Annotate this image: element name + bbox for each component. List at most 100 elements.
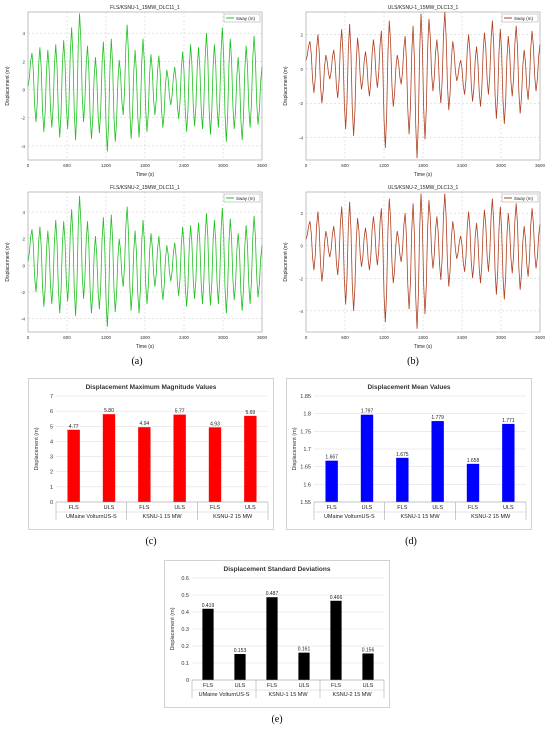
bar <box>360 414 374 502</box>
legend-box <box>501 193 539 203</box>
data-label: 1.675 <box>396 452 409 458</box>
timeseries-chart: -4 -2 0 2 4 0 600 1200 1800 2400 3000 3600 FLS/KSNU-… <box>5 185 268 350</box>
y-tick-label: 4 <box>50 439 53 445</box>
x-tick-label: 1200 <box>379 335 390 340</box>
category-label: ULS <box>503 505 514 511</box>
y-axis-label: Displacement (m) <box>292 427 298 470</box>
chart-title: Displacement Mean Values <box>367 384 450 391</box>
y-tick-label: 1.75 <box>300 429 311 435</box>
y-tick-label: 2 <box>22 237 25 242</box>
category-label: FLS <box>203 683 213 689</box>
y-tick-label: 1.8 <box>303 412 311 418</box>
y-tick-label: -4 <box>299 136 303 141</box>
bar <box>202 608 214 680</box>
y-tick-label: 0.3 <box>181 627 189 633</box>
caption-d: (d) <box>405 536 417 547</box>
y-tick-label: -4 <box>299 309 303 314</box>
bar <box>244 415 257 502</box>
data-label: 1.771 <box>502 418 515 424</box>
legend-label: Sway (m) <box>236 196 256 201</box>
timeseries-panel-uls-ksnu1: -4 -2 0 2 0 600 1200 1800 2400 3000 3600 ULS/KSNU-1… <box>280 2 548 180</box>
x-axis-label: Time (s) <box>414 172 432 178</box>
x-tick-label: 2400 <box>457 163 468 168</box>
data-label: 0.156 <box>362 647 375 653</box>
category-label: ULS <box>104 505 115 511</box>
x-tick-label: 0 <box>305 335 308 340</box>
x-tick-label: 600 <box>341 335 349 340</box>
x-tick-label: 2400 <box>179 335 190 340</box>
category-label: ULS <box>245 505 256 511</box>
y-tick-label: 4 <box>22 31 25 36</box>
bar <box>431 421 444 502</box>
y-tick-label: 2 <box>300 32 303 37</box>
category-label: FLS <box>267 683 277 689</box>
x-tick-label: 600 <box>63 335 71 340</box>
y-tick-label: 0.5 <box>181 593 189 599</box>
y-axis-label: Displacement (m) <box>5 242 11 282</box>
legend-box <box>501 13 539 23</box>
bar <box>208 427 222 502</box>
y-tick-label: 0.6 <box>181 576 189 582</box>
bar <box>466 463 480 502</box>
y-tick-label: 7 <box>50 394 53 400</box>
data-label: 4.94 <box>139 421 149 427</box>
x-tick-label: 1800 <box>140 335 151 340</box>
caption-a: (a) <box>131 356 143 367</box>
y-tick-label: 1 <box>50 485 53 491</box>
x-tick-label: 1800 <box>140 163 151 168</box>
y-tick-label: 2 <box>300 211 303 216</box>
group-label: KSNU-1 15 MW <box>142 514 182 520</box>
group-label: KSNU-1 15 MW <box>400 514 440 520</box>
legend-box <box>223 13 261 23</box>
x-tick-label: 3600 <box>257 163 268 168</box>
bar-panel-max-magnitude: Displacement Maximum Magnitude Values 0 1 2… <box>28 378 274 530</box>
category-label: ULS <box>363 683 374 689</box>
y-tick-label: 0 <box>22 263 25 268</box>
data-label: 4.93 <box>210 421 220 427</box>
y-tick-label: 1.7 <box>303 447 311 453</box>
y-tick-label: -2 <box>21 290 25 295</box>
y-tick-label: 0 <box>50 500 53 506</box>
x-tick-label: 3600 <box>257 335 268 340</box>
y-tick-label: 0.2 <box>181 644 189 650</box>
series-line-sway <box>305 11 541 159</box>
bar <box>502 423 515 502</box>
category-label: ULS <box>235 683 246 689</box>
chart-title: Displacement Standard Deviations <box>224 566 331 573</box>
category-label: FLS <box>69 505 79 511</box>
data-label: 1.779 <box>431 415 444 421</box>
timeseries-panel-fls-ksnu2: -4 -2 0 2 4 0 600 1200 1800 2400 3000 3600 FLS/KSNU-… <box>2 182 270 352</box>
y-tick-label: -2 <box>21 116 25 121</box>
group-label: KSNU-2 15 MW <box>332 692 372 698</box>
y-tick-label: 0.1 <box>181 661 189 667</box>
data-label: 5.77 <box>175 409 185 415</box>
chart-frame <box>28 378 274 530</box>
category-label: FLS <box>331 683 341 689</box>
timeseries-chart: -4 -2 0 2 0 600 1200 1800 2400 3000 3600 ULS/KSNU-2… <box>283 185 546 350</box>
bar <box>67 429 80 502</box>
category-label: ULS <box>362 505 373 511</box>
data-label: 0.419 <box>202 603 215 609</box>
legend-label: Sway (m) <box>514 16 534 21</box>
x-tick-label: 2400 <box>179 163 190 168</box>
bar-panel-mean: Displacement Mean Values 1.55 1.6 1.65 1.7 1.… <box>286 378 532 530</box>
timeseries-panel-fls-ksnu1: -4 -2 0 2 4 0 600 1200 1800 2400 3000 3600 FLS/KSNU-… <box>2 2 270 180</box>
y-tick-label: 0 <box>300 244 303 249</box>
y-tick-label: 0 <box>300 67 303 72</box>
x-tick-label: 3000 <box>218 335 229 340</box>
x-tick-label: 0 <box>305 163 308 168</box>
data-label: 1.667 <box>325 455 338 461</box>
x-axis-label: Time (s) <box>136 344 154 350</box>
bar-chart-std: Displacement Standard Deviations 0 0.1 0.2 0… <box>164 560 390 708</box>
bar <box>396 457 409 502</box>
y-tick-label: -2 <box>299 276 303 281</box>
bar <box>138 427 151 502</box>
x-tick-label: 0 <box>27 163 30 168</box>
chart-title: ULS/KSNU-1_15MW_DLC13_1 <box>388 5 459 11</box>
x-tick-label: 0 <box>27 335 30 340</box>
data-label: 5.80 <box>104 408 114 414</box>
timeseries-chart: -4 -2 0 2 4 0 600 1200 1800 2400 3000 3600 FLS/KSNU-… <box>5 5 268 178</box>
y-tick-label: 0.4 <box>181 610 189 616</box>
y-axis-label: Displacement (m) <box>170 607 176 650</box>
chart-title: FLS/KSNU-2_15MW_DLC11_1 <box>110 185 180 191</box>
